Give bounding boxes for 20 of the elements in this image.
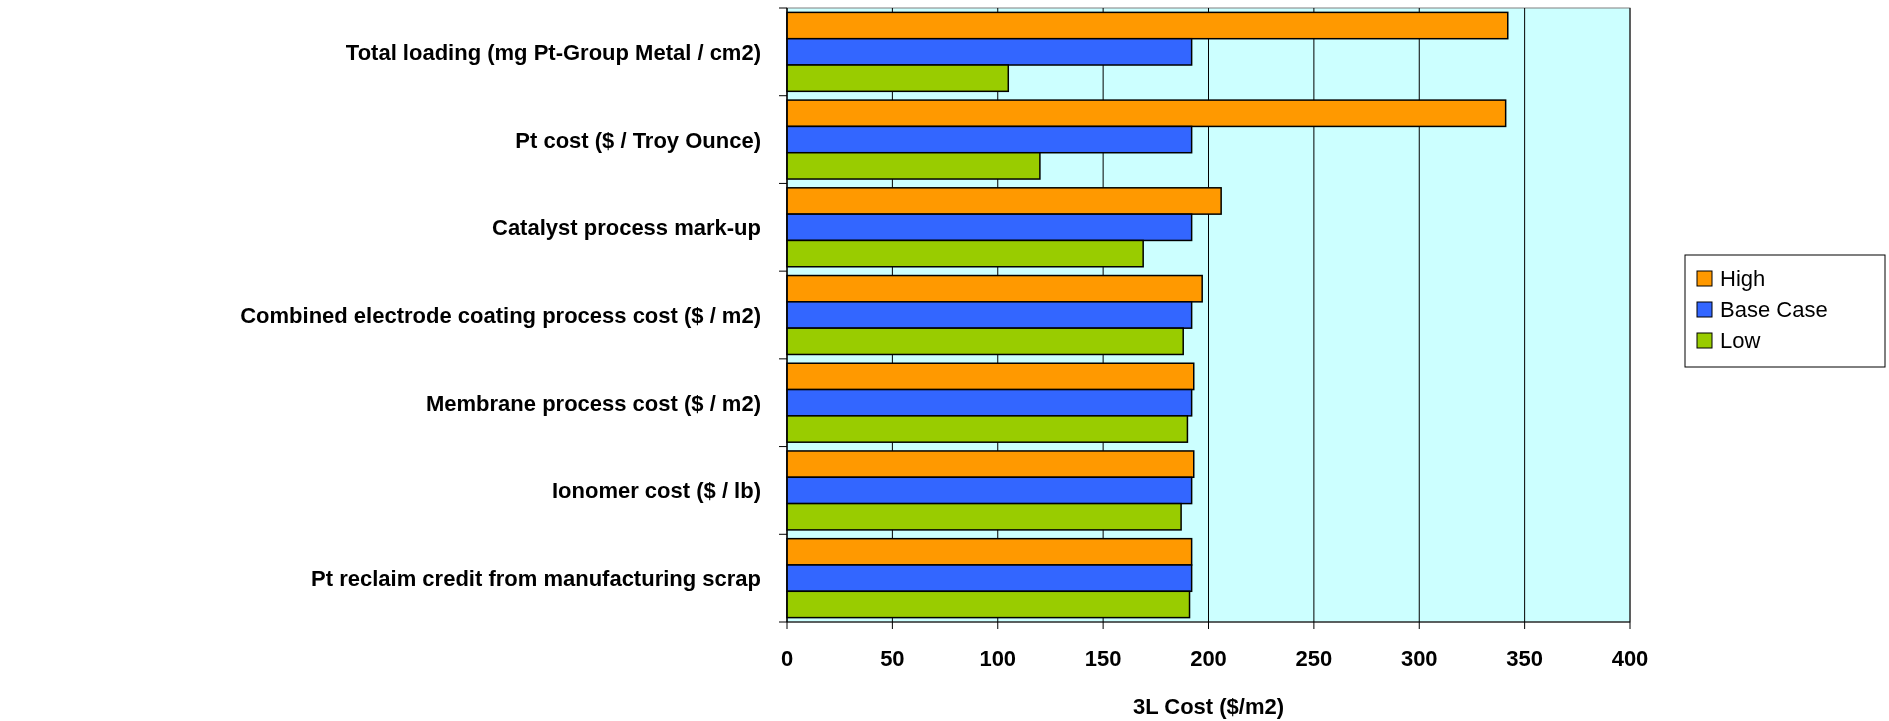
x-tick-label: 0: [780, 646, 794, 671]
legend-label: Low: [1720, 328, 1761, 353]
legend-label: Base Case: [1720, 297, 1828, 322]
x-tick-label: 200: [1190, 646, 1227, 671]
y-tick-label: Ionomer cost ($ / lb): [551, 478, 761, 504]
x-tick-label: 300: [1400, 646, 1438, 671]
x-tick-label: 350: [1506, 646, 1543, 671]
x-tick-label: 150: [1084, 646, 1122, 671]
y-tick-label: Combined electrode coating process cost ($ / m2): [240, 303, 761, 328]
y-tick-label: Pt reclaim credit from manufacturing scrap: [311, 566, 761, 592]
x-tick-label: 50: [880, 646, 905, 671]
x-axis-title: 3L Cost ($/m2): [1132, 694, 1285, 719]
y-tick-label: Total loading (mg Pt-Group Metal / cm2): [345, 39, 761, 65]
x-tick-label: 250: [1295, 646, 1333, 671]
legend-label: High: [1720, 266, 1766, 291]
x-tick-label: 400: [1611, 646, 1649, 671]
x-tick-label: 100: [979, 646, 1017, 671]
y-tick-label: Membrane process cost ($ / m2): [425, 390, 761, 416]
y-tick-label: Catalyst process mark-up: [492, 215, 761, 241]
y-tick-label: Pt cost ($ / Troy Ounce): [515, 127, 761, 153]
